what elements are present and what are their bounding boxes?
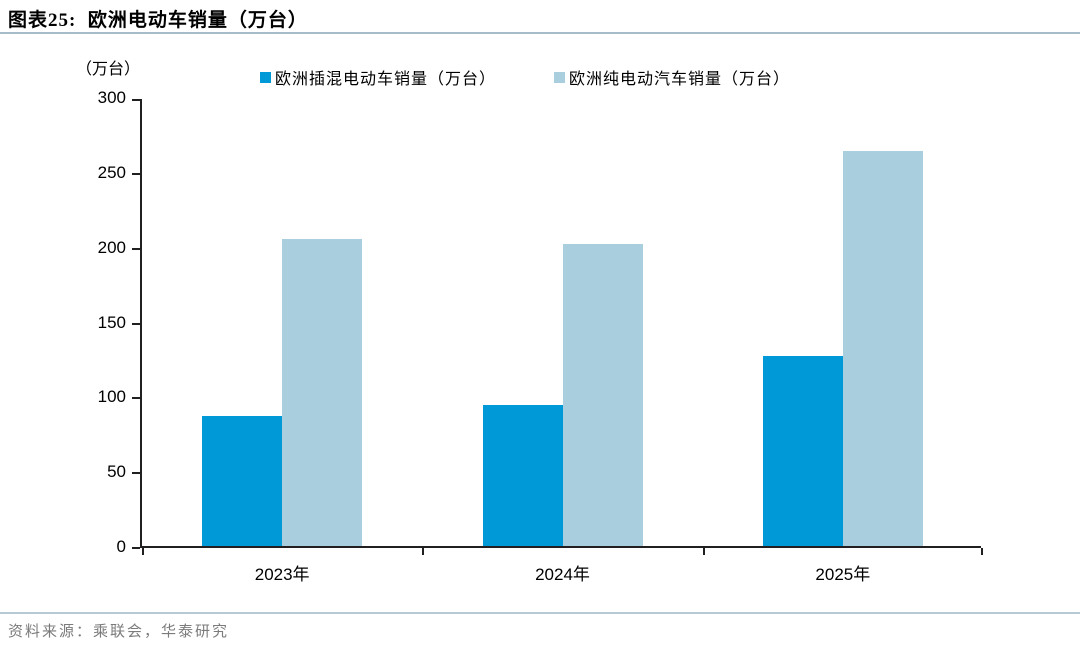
bar-series2-2023年: [282, 239, 363, 546]
y-axis-tick: [132, 397, 140, 400]
y-axis-tick-label: 300: [97, 88, 126, 107]
y-axis-tick: [132, 247, 140, 250]
bar-series2-2025年: [842, 150, 923, 546]
bar-series1-2024年: [482, 405, 563, 546]
y-axis-tick: [132, 172, 140, 175]
legend-item: 欧洲插混电动车销量（万台）: [260, 65, 496, 89]
x-axis-label: 2024年: [535, 565, 590, 584]
y-axis-tick-label: 200: [97, 237, 126, 257]
bar-series1-2023年: [202, 415, 283, 546]
y-axis-tick: [132, 99, 140, 101]
x-axis-label: 2023年: [254, 565, 310, 584]
y-axis-tick: [132, 547, 140, 549]
figure-title: 图表25: 欧洲电动车销量（万台）: [8, 10, 308, 31]
bar-series1-2025年: [762, 355, 843, 546]
x-axis-tick: [981, 548, 983, 555]
x-axis-label: 2025年: [815, 565, 871, 584]
x-axis-tick: [422, 548, 425, 555]
bar-series2-2024年: [562, 243, 643, 546]
y-axis-tick-label: 0: [116, 537, 126, 556]
source-divider: [0, 612, 1080, 614]
x-axis-tick: [142, 548, 144, 555]
y-axis-tick: [132, 322, 140, 325]
source-note: 资料来源：乘联会，华泰研究: [8, 624, 230, 640]
x-axis-tick: [702, 548, 705, 555]
legend-swatch: [260, 71, 271, 83]
title-divider: [0, 32, 1080, 34]
y-axis-tick-label: 250: [97, 162, 126, 182]
legend-label: 欧洲插混电动车销量（万台）: [275, 71, 497, 88]
y-axis-unit-label: （万台）: [76, 61, 141, 78]
plot-area: 0 50 100 150 200 250 300 2023年 2024年 2025年: [98, 88, 983, 584]
y-axis-tick-label: 50: [107, 462, 126, 482]
legend-item: 欧洲纯电动汽车销量（万台）: [554, 65, 790, 89]
y-axis-tick: [132, 472, 140, 475]
legend: 欧洲插混电动车销量（万台） 欧洲纯电动汽车销量（万台）: [260, 65, 790, 89]
legend-swatch: [554, 71, 566, 83]
y-axis-tick-label: 150: [97, 312, 126, 332]
legend-label: 欧洲纯电动汽车销量（万台）: [569, 71, 791, 88]
y-axis-tick-label: 100: [97, 387, 126, 407]
